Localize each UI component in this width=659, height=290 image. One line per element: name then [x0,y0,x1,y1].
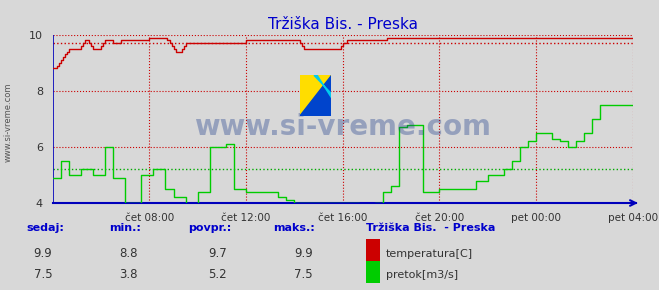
Title: Tržiška Bis. - Preska: Tržiška Bis. - Preska [268,17,418,32]
Text: 7.5: 7.5 [294,269,312,281]
Text: pretok[m3/s]: pretok[m3/s] [386,270,457,280]
Text: 5.2: 5.2 [208,269,227,281]
Text: povpr.:: povpr.: [188,222,231,233]
Text: temperatura[C]: temperatura[C] [386,249,473,259]
Text: Tržiška Bis.  - Preska: Tržiška Bis. - Preska [366,222,495,233]
Text: www.si-vreme.com: www.si-vreme.com [194,113,491,141]
Polygon shape [314,75,331,98]
Text: 7.5: 7.5 [34,269,52,281]
Text: sedaj:: sedaj: [26,222,64,233]
Polygon shape [300,75,331,116]
Text: 9.7: 9.7 [208,247,227,260]
Text: min.:: min.: [109,222,140,233]
Text: 3.8: 3.8 [119,269,138,281]
Text: www.si-vreme.com: www.si-vreme.com [3,82,13,162]
Text: maks.:: maks.: [273,222,315,233]
Polygon shape [300,75,331,116]
Text: 9.9: 9.9 [34,247,52,260]
Text: 9.9: 9.9 [294,247,312,260]
Text: 8.8: 8.8 [119,247,138,260]
